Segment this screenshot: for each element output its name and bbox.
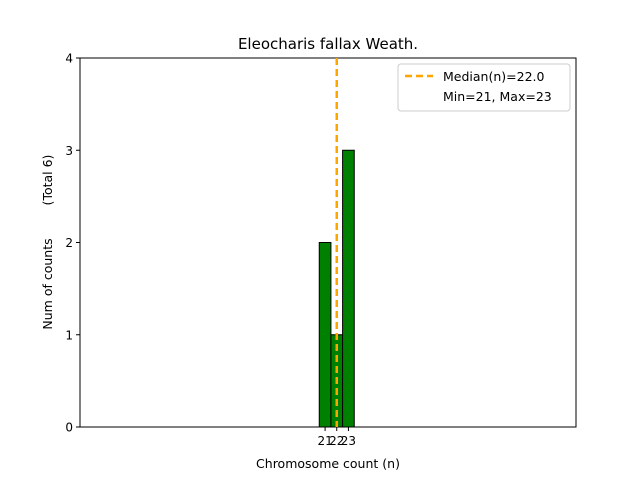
y-tick-label: 4 — [65, 52, 73, 66]
y-axis-total-label: (Total 6) — [40, 155, 55, 206]
y-tick-label: 0 — [65, 421, 73, 435]
y-axis-ticks: 0 1 2 3 4 — [65, 52, 80, 435]
bar-21 — [318, 242, 332, 428]
chart-title: Eleocharis fallax Weath. — [238, 35, 418, 53]
legend-median-label: Median(n)=22.0 — [443, 69, 544, 84]
legend-range-label: Min=21, Max=23 — [443, 89, 552, 104]
x-tick-label: 23 — [341, 434, 356, 448]
y-tick-label: 2 — [65, 236, 73, 250]
legend: Median(n)=22.0 Min=21, Max=23 — [397, 63, 571, 112]
x-tick-label: 22 — [329, 434, 344, 448]
y-tick-label: 1 — [65, 328, 73, 342]
y-axis-label: Num of counts — [40, 238, 55, 329]
legend-box — [397, 63, 571, 112]
bar-23 — [342, 149, 355, 428]
y-tick-label: 3 — [65, 144, 73, 158]
x-tick-label: 21 — [317, 434, 332, 448]
x-axis-label: Chromosome count (n) — [256, 456, 400, 471]
